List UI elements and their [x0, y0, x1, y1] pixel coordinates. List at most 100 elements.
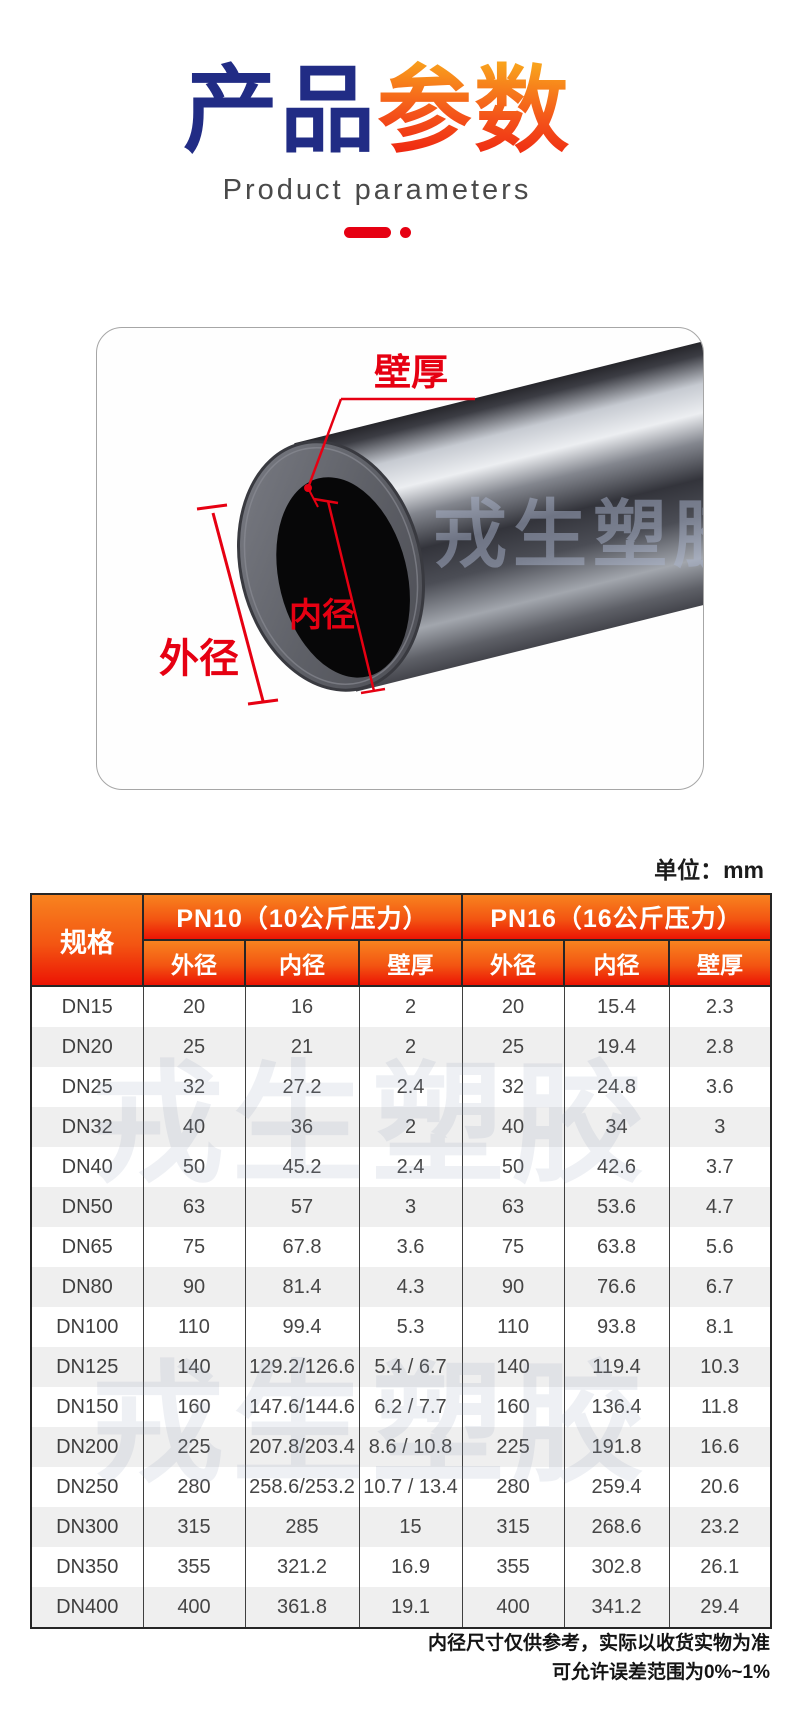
table-row: DN15 20 16 2 20 15.4 2.3 — [30, 986, 772, 1027]
value-cell: 36 — [244, 1107, 360, 1147]
value-cell: 321.2 — [244, 1547, 360, 1587]
value-cell: 20.6 — [668, 1467, 772, 1507]
value-cell: 26.1 — [668, 1547, 772, 1587]
value-cell: 57 — [244, 1187, 360, 1227]
value-cell: 225 — [461, 1427, 565, 1467]
table-row: DN50 63 57 3 63 53.6 4.7 — [30, 1187, 772, 1227]
value-cell: 76.6 — [563, 1267, 670, 1307]
value-cell: 268.6 — [563, 1507, 670, 1547]
header-pn16-wall: 壁厚 — [668, 939, 773, 987]
header-pn16-id: 内径 — [563, 939, 671, 987]
value-cell: 81.4 — [244, 1267, 360, 1307]
value-cell: 355 — [461, 1547, 565, 1587]
value-cell: 315 — [142, 1507, 246, 1547]
spec-cell: DN100 — [30, 1307, 144, 1347]
value-cell: 8.1 — [668, 1307, 772, 1347]
spec-cell: DN20 — [30, 1027, 144, 1067]
value-cell: 3.6 — [358, 1227, 463, 1267]
value-cell: 20 — [142, 986, 246, 1027]
header-pn10-od: 外径 — [142, 939, 246, 987]
value-cell: 280 — [142, 1467, 246, 1507]
value-cell: 6.7 — [668, 1267, 772, 1307]
table-row: DN250 280 258.6/253.2 10.7 / 13.4 280 259.4 20… — [30, 1467, 772, 1507]
value-cell: 15 — [358, 1507, 463, 1547]
value-cell: 355 — [142, 1547, 246, 1587]
value-cell: 2.3 — [668, 986, 772, 1027]
footnote-line: 内径尺寸仅供参考，实际以收货实物为准 — [427, 1633, 770, 1654]
value-cell: 32 — [142, 1067, 246, 1107]
value-cell: 25 — [461, 1027, 565, 1067]
spec-cell: DN40 — [30, 1147, 144, 1187]
value-cell: 302.8 — [563, 1547, 670, 1587]
value-cell: 191.8 — [563, 1427, 670, 1467]
table-row: DN300 315 285 15 315 268.6 23.2 — [30, 1507, 772, 1547]
value-cell: 5.6 — [668, 1227, 772, 1267]
value-cell: 8.6 / 10.8 — [358, 1427, 463, 1467]
page-subtitle: Product parameters — [222, 174, 532, 207]
value-cell: 5.4 / 6.7 — [358, 1347, 463, 1387]
value-cell: 29.4 — [668, 1587, 772, 1628]
footnote: 内径尺寸仅供参考，实际以收货实物为准 可允许误差范围为0%~1% — [428, 1630, 770, 1687]
value-cell: 2 — [358, 986, 463, 1027]
value-cell: 259.4 — [563, 1467, 670, 1507]
footnote-line: 可允许误差范围为0%~1% — [551, 1661, 770, 1683]
pipe-bore — [276, 477, 410, 678]
spec-cell: DN15 — [30, 986, 144, 1027]
value-cell: 160 — [461, 1387, 565, 1427]
wall-annotation-dot — [304, 484, 312, 492]
value-cell: 2.4 — [358, 1067, 463, 1107]
value-cell: 10.7 / 13.4 — [358, 1467, 463, 1507]
value-cell: 19.1 — [358, 1587, 463, 1628]
title-block: 产品参数 Product parameters — [0, 58, 777, 239]
value-cell: 21 — [244, 1027, 360, 1067]
header-pn10-id: 内径 — [244, 939, 360, 987]
table-row: DN400 400 361.8 19.1 400 341.2 29.4 — [30, 1587, 772, 1628]
table-row: DN200 225 207.8/203.4 8.6 / 10.8 225 191.8 16.… — [30, 1427, 772, 1467]
spec-cell: DN250 — [30, 1467, 144, 1507]
page-title-blue-part: 产品 — [182, 58, 377, 164]
value-cell: 2.8 — [668, 1027, 772, 1067]
value-cell: 90 — [142, 1267, 246, 1307]
value-cell: 6.2 / 7.7 — [358, 1387, 463, 1427]
spec-cell: DN400 — [30, 1587, 144, 1628]
value-cell: 361.8 — [244, 1587, 360, 1628]
table-row: DN25 32 27.2 2.4 32 24.8 3.6 — [30, 1067, 772, 1107]
unit-label: 单位：mm — [654, 857, 764, 883]
value-cell: 15.4 — [563, 986, 670, 1027]
value-cell: 2.4 — [358, 1147, 463, 1187]
pipe-shape — [237, 328, 703, 692]
spec-cell: DN32 — [30, 1107, 144, 1147]
table-row: DN350 355 321.2 16.9 355 302.8 26.1 — [30, 1547, 772, 1587]
outer-annotation-lines — [196, 503, 279, 706]
spec-table-wrap: 规格 PN10（10公斤压力） PN16（16公斤压力） 外径 内径 壁厚 外径… — [30, 893, 773, 1629]
value-cell: 119.4 — [563, 1347, 670, 1387]
spec-table: 规格 PN10（10公斤压力） PN16（16公斤压力） 外径 内径 壁厚 外径… — [30, 893, 773, 1629]
header-pn10-wall: 壁厚 — [357, 939, 464, 987]
value-cell: 3.6 — [668, 1067, 772, 1107]
table-row: DN40 50 45.2 2.4 50 42.6 3.7 — [30, 1147, 772, 1187]
value-cell: 90 — [461, 1267, 565, 1307]
value-cell: 160 — [142, 1387, 246, 1427]
outer-diameter-label: 外径 — [159, 637, 239, 681]
value-cell: 20 — [461, 986, 565, 1027]
spec-cell: DN65 — [30, 1227, 144, 1267]
table-row: DN32 40 36 2 40 34 3 — [30, 1107, 772, 1147]
value-cell: 4.3 — [358, 1267, 463, 1307]
wall-thickness-label: 壁厚 — [374, 352, 448, 393]
value-cell: 207.8/203.4 — [244, 1427, 360, 1467]
value-cell: 40 — [142, 1107, 246, 1147]
value-cell: 3 — [668, 1107, 772, 1147]
value-cell: 63.8 — [563, 1227, 670, 1267]
value-cell: 5.3 — [358, 1307, 463, 1347]
value-cell: 34 — [563, 1107, 670, 1147]
divider-bar — [343, 227, 391, 239]
spec-cell: DN25 — [30, 1067, 144, 1107]
value-cell: 40 — [461, 1107, 565, 1147]
value-cell: 4.7 — [668, 1187, 772, 1227]
value-cell: 63 — [142, 1187, 246, 1227]
value-cell: 341.2 — [563, 1587, 670, 1628]
inner-annotation-lines — [313, 497, 386, 695]
value-cell: 19.4 — [563, 1027, 670, 1067]
inner-diameter-label: 内径 — [289, 596, 355, 633]
value-cell: 3 — [358, 1187, 463, 1227]
